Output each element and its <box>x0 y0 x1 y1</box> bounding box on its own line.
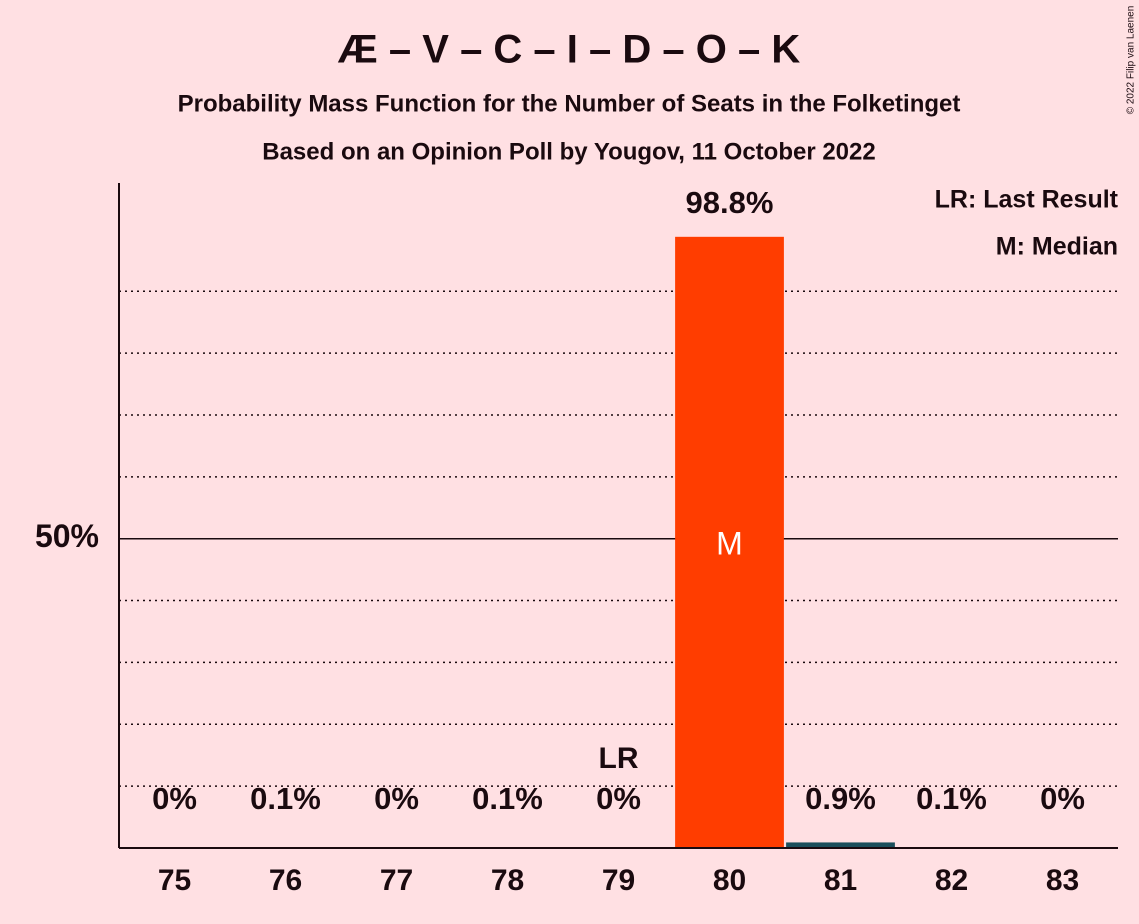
value-label: 0.9% <box>805 781 876 816</box>
value-label: 0.1% <box>916 781 987 816</box>
bar <box>675 236 784 848</box>
x-tick-label: 79 <box>602 864 635 897</box>
legend-entry: M: Median <box>996 233 1118 261</box>
bar <box>786 842 895 848</box>
subtitle: Probability Mass Function for the Number… <box>178 90 961 117</box>
chart-title: Æ – V – C – I – D – O – K <box>338 28 801 72</box>
median-marker: M <box>716 525 743 561</box>
x-tick-label: 81 <box>824 864 857 897</box>
legend-entry: LR: Last Result <box>935 186 1119 214</box>
value-label: 0% <box>152 781 197 816</box>
x-tick-label: 83 <box>1046 864 1079 897</box>
subtitle: Based on an Opinion Poll by Yougov, 11 O… <box>262 138 875 165</box>
value-label: 98.8% <box>686 185 774 220</box>
last-result-marker: LR <box>599 742 639 775</box>
x-tick-label: 80 <box>713 864 746 897</box>
y-tick-label: 50% <box>35 518 99 554</box>
x-tick-label: 76 <box>269 864 302 897</box>
x-tick-label: 78 <box>491 864 524 897</box>
x-tick-label: 75 <box>158 864 191 897</box>
x-tick-label: 82 <box>935 864 968 897</box>
copyright: © 2022 Filip van Laenen <box>1126 6 1137 115</box>
value-label: 0.1% <box>250 781 321 816</box>
x-tick-label: 77 <box>380 864 413 897</box>
value-label: 0% <box>1040 781 1085 816</box>
value-label: 0% <box>596 781 641 816</box>
value-label: 0% <box>374 781 419 816</box>
value-label: 0.1% <box>472 781 543 816</box>
